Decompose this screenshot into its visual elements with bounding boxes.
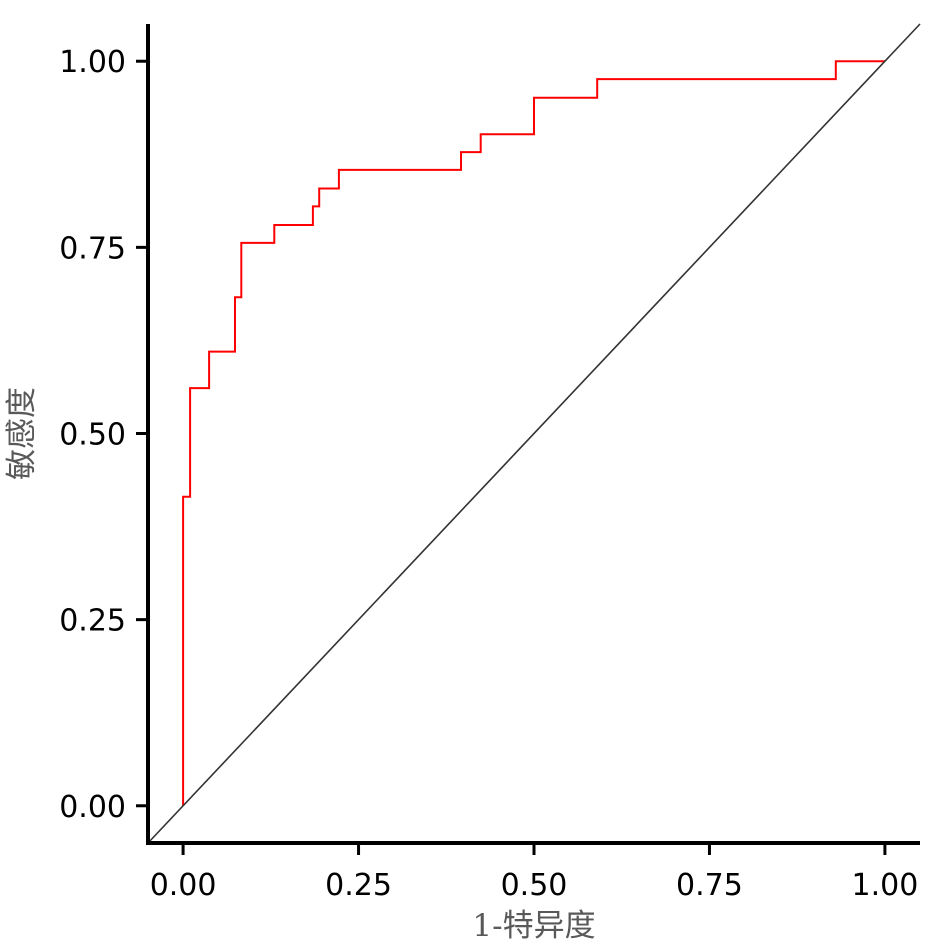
roc-curve-line	[182, 60, 885, 806]
y-axis-ticks: 0.00 0.25 0.50 0.75 1.00	[59, 45, 148, 825]
x-tick-label: 0.75	[676, 868, 743, 903]
y-tick-label: 0.25	[59, 604, 126, 639]
x-tick-label: 0.25	[325, 868, 392, 903]
x-axis-ticks: 0.00 0.25 0.50 0.75 1.00	[150, 843, 919, 903]
plot-lines	[147, 23, 921, 844]
reference-diagonal-line	[147, 23, 921, 844]
y-tick-label: 0.00	[59, 790, 126, 825]
y-tick-label: 1.00	[59, 45, 126, 80]
x-tick-label: 0.50	[501, 868, 568, 903]
x-axis-title: 1-特异度	[472, 908, 595, 944]
y-tick-label: 0.50	[59, 418, 126, 453]
y-tick-label: 0.75	[59, 231, 126, 266]
x-tick-label: 1.00	[852, 868, 919, 903]
x-tick-label: 0.00	[150, 868, 217, 903]
y-axis-title: 敏感度	[4, 387, 40, 480]
